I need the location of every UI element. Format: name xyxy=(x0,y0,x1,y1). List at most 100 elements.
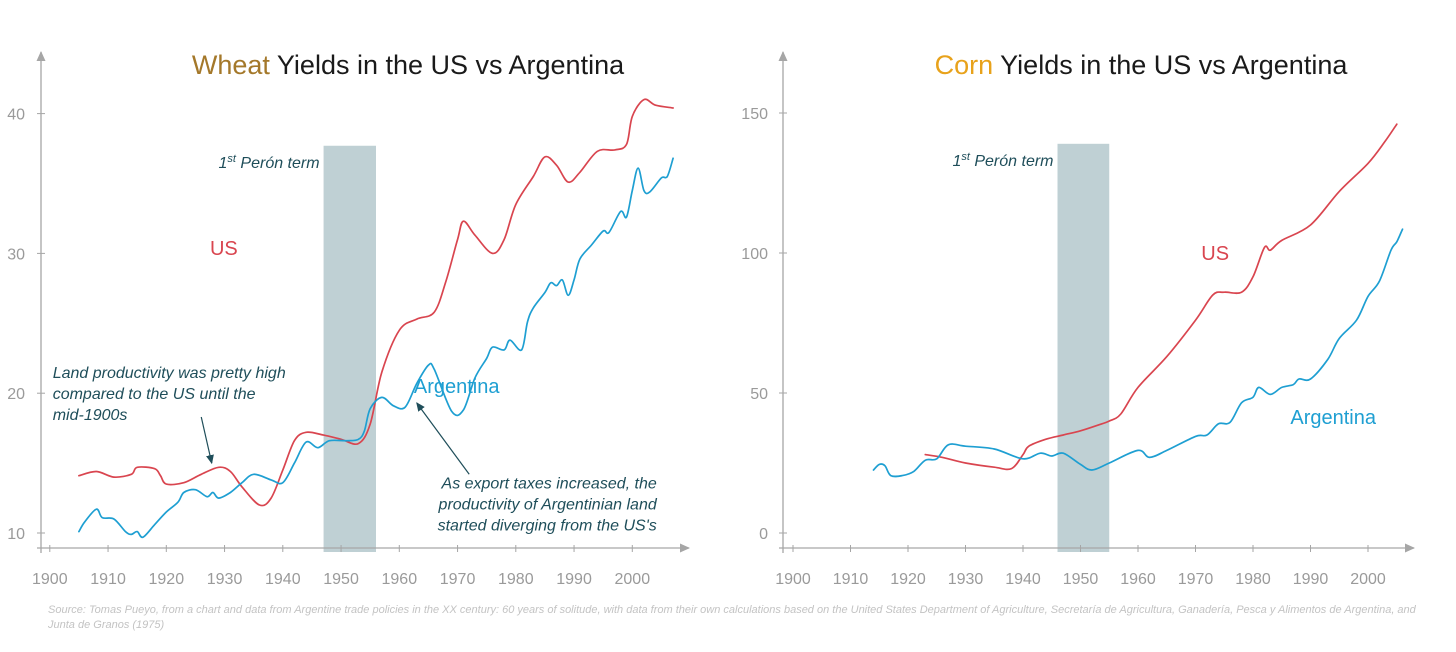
corn-point-us xyxy=(1062,434,1064,436)
peron-label-sup: st xyxy=(227,153,237,165)
corn-point-argentina xyxy=(1258,386,1260,388)
source-note: Source: Tomas Pueyo, from a chart and da… xyxy=(48,604,1416,631)
wheat-point-argentina xyxy=(631,189,633,191)
wheat-x-tick-label: 1940 xyxy=(265,571,301,588)
wheat-point-us xyxy=(567,181,569,183)
wheat-point-argentina xyxy=(544,292,546,294)
wheat-point-argentina xyxy=(427,364,429,366)
wheat-point-argentina xyxy=(462,409,464,411)
wheat-point-argentina xyxy=(666,176,668,178)
corn-point-us xyxy=(1120,413,1122,415)
wheat-point-argentina xyxy=(608,231,610,233)
wheat-chart: 1st Perón term 1900 1910 1920 1930 1940 1950 19… xyxy=(7,50,690,588)
corn-x-tick-label: 1950 xyxy=(1063,571,1099,588)
corn-point-us xyxy=(1045,438,1047,440)
peron-label-num: 1 xyxy=(219,155,228,172)
corn-point-us xyxy=(1384,140,1386,142)
wheat-point-argentina xyxy=(113,518,115,520)
wheat-annotation-arrow xyxy=(416,402,470,475)
wheat-point-us xyxy=(259,504,261,506)
corn-points-argentina xyxy=(873,228,1404,476)
wheat-point-argentina xyxy=(637,167,639,169)
corn-x-tick-label: 1980 xyxy=(1235,571,1271,588)
wheat-point-argentina xyxy=(567,294,569,296)
wheat-y-tick-label: 10 xyxy=(7,526,25,543)
wheat-x-tick-label: 1980 xyxy=(498,571,534,588)
corn-point-argentina xyxy=(993,448,995,450)
wheat-point-argentina xyxy=(241,482,243,484)
corn-point-argentina xyxy=(1252,396,1254,398)
wheat-point-argentina xyxy=(451,410,453,412)
wheat-point-argentina xyxy=(194,489,196,491)
wheat-point-argentina xyxy=(433,368,435,370)
corn-point-us xyxy=(1212,294,1214,296)
wheat-point-us xyxy=(154,468,156,470)
wheat-point-us xyxy=(78,475,80,477)
corn-y-tick-label: 100 xyxy=(741,246,768,263)
wheat-point-argentina xyxy=(381,396,383,398)
wheat-x-tick-label: 1990 xyxy=(556,571,592,588)
wheat-point-us xyxy=(323,434,325,436)
wheat-point-argentina xyxy=(492,346,494,348)
wheat-point-argentina xyxy=(486,357,488,359)
wheat-y-tick-label: 30 xyxy=(7,246,25,263)
corn-x-tick-label: 1910 xyxy=(833,571,869,588)
wheat-point-argentina xyxy=(363,430,365,432)
corn-point-us xyxy=(1338,190,1340,192)
wheat-y-tick-label: 40 xyxy=(7,107,25,124)
wheat-point-argentina xyxy=(130,533,132,535)
wheat-point-us xyxy=(200,473,202,475)
peron-label-sup: st xyxy=(961,151,971,163)
corn-point-us xyxy=(1252,276,1254,278)
wheat-point-us xyxy=(218,466,220,468)
corn-point-argentina xyxy=(1281,386,1283,388)
corn-point-us xyxy=(1241,291,1243,293)
wheat-point-us xyxy=(165,483,167,485)
corn-point-us xyxy=(1166,356,1168,358)
corn-point-argentina xyxy=(878,463,880,465)
wheat-y-tick-label: 20 xyxy=(7,386,25,403)
wheat-point-us xyxy=(369,423,371,425)
corn-point-us xyxy=(942,456,944,458)
corn-series-us xyxy=(924,123,1398,471)
wheat-point-argentina xyxy=(649,191,651,193)
peron-label-num: 1 xyxy=(952,153,961,170)
corn-point-us xyxy=(1310,224,1312,226)
wheat-point-us xyxy=(282,469,284,471)
corn-point-argentina xyxy=(1149,456,1151,458)
corn-point-argentina xyxy=(1338,337,1340,339)
wheat-point-us xyxy=(655,104,657,106)
wheat-point-us xyxy=(596,150,598,152)
wheat-x-tick-label: 1950 xyxy=(323,571,359,588)
wheat-x-tick-label: 1920 xyxy=(149,571,185,588)
wheat-point-us xyxy=(445,280,447,282)
wheat-point-argentina xyxy=(177,501,179,503)
corn-point-argentina xyxy=(1390,249,1392,251)
corn-x-tick-label: 1900 xyxy=(775,571,811,588)
wheat-point-us xyxy=(130,473,132,475)
corn-x-tick-label: 1990 xyxy=(1293,571,1329,588)
wheat-point-us xyxy=(457,238,459,240)
corn-peron-label: 1st Perón term xyxy=(952,151,1053,170)
corn-point-argentina xyxy=(1051,455,1053,457)
wheat-point-argentina xyxy=(282,482,284,484)
corn-y-tick-label: 150 xyxy=(741,106,768,123)
corn-x-tick-label: 2000 xyxy=(1350,571,1386,588)
corn-x-tick-label: 1930 xyxy=(948,571,984,588)
wheat-point-us xyxy=(113,476,115,478)
corn-point-argentina xyxy=(1218,423,1220,425)
corn-point-argentina xyxy=(1356,319,1358,321)
wheat-point-us xyxy=(398,329,400,331)
corn-title-highlight: Corn xyxy=(935,50,994,80)
corn-point-us xyxy=(1022,454,1024,456)
wheat-point-argentina xyxy=(643,189,645,191)
wheat-point-argentina xyxy=(229,491,231,493)
wheat-title-highlight: Wheat xyxy=(192,50,271,80)
corn-point-us xyxy=(1108,420,1110,422)
corn-point-us xyxy=(1011,468,1013,470)
corn-point-argentina xyxy=(947,444,949,446)
corn-point-argentina xyxy=(936,458,938,460)
corn-point-argentina xyxy=(1310,378,1312,380)
wheat-point-argentina xyxy=(346,440,348,442)
wheat-point-us xyxy=(305,431,307,433)
